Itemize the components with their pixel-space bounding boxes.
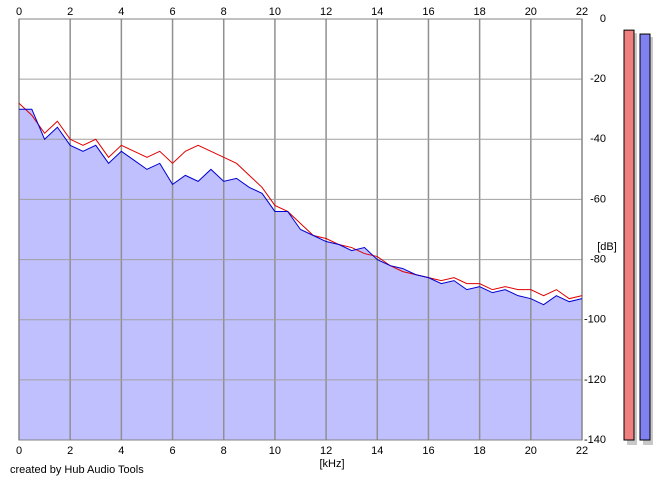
y-tick-label: -120 xyxy=(584,374,606,386)
x-tick-label-top: 2 xyxy=(67,6,73,18)
x-tick-label-bottom: 6 xyxy=(169,445,175,457)
x-tick-label-bottom: 16 xyxy=(422,445,434,457)
spectrum-line xyxy=(19,108,583,306)
level-meter xyxy=(623,29,635,441)
x-tick-label-top: 18 xyxy=(474,6,486,18)
x-tick-label-bottom: 22 xyxy=(576,445,588,457)
footer: created by Hub Audio Tools xyxy=(10,464,144,476)
x-tick-label-bottom: 14 xyxy=(371,445,383,457)
spectrum-area xyxy=(19,109,582,440)
y-tick-label: -60 xyxy=(590,193,606,205)
x-tick-label-bottom: 0 xyxy=(16,445,22,457)
x-tick-label-top: 6 xyxy=(169,6,175,18)
x-tick-label-top: 4 xyxy=(118,6,124,18)
x-tick-label-bottom: 10 xyxy=(269,445,281,457)
y-tick-label: -100 xyxy=(584,314,606,326)
x-tick-label-bottom: 12 xyxy=(320,445,332,457)
y-tick-label: -40 xyxy=(590,133,606,145)
x-tick-label-top: 20 xyxy=(525,6,537,18)
x-tick-label-bottom: 8 xyxy=(221,445,227,457)
y-tick-label: -80 xyxy=(590,253,606,265)
x-tick-label-top: 8 xyxy=(221,6,227,18)
x-tick-label-top: 22 xyxy=(576,6,588,18)
x-tick-label-top: 14 xyxy=(371,6,383,18)
x-tick-label-bottom: 18 xyxy=(474,445,486,457)
x-tick-label-bottom: 2 xyxy=(67,445,73,457)
x-tick-label-bottom: 20 xyxy=(525,445,537,457)
y-tick-label: -20 xyxy=(590,73,606,85)
y-axis-label: [dB] xyxy=(597,241,617,253)
plot-border xyxy=(18,18,583,441)
x-tick-label-top: 0 xyxy=(16,6,22,18)
x-tick-label-top: 10 xyxy=(269,6,281,18)
x-tick-label-bottom: 4 xyxy=(118,445,124,457)
x-tick-label-top: 12 xyxy=(320,6,332,18)
x-axis-label: [kHz] xyxy=(319,458,344,470)
y-tick-label: -140 xyxy=(584,434,606,446)
x-tick-label-top: 16 xyxy=(422,6,434,18)
y-tick-label: 0 xyxy=(600,13,606,25)
spectrum-line xyxy=(18,102,583,300)
level-meter xyxy=(639,33,651,441)
